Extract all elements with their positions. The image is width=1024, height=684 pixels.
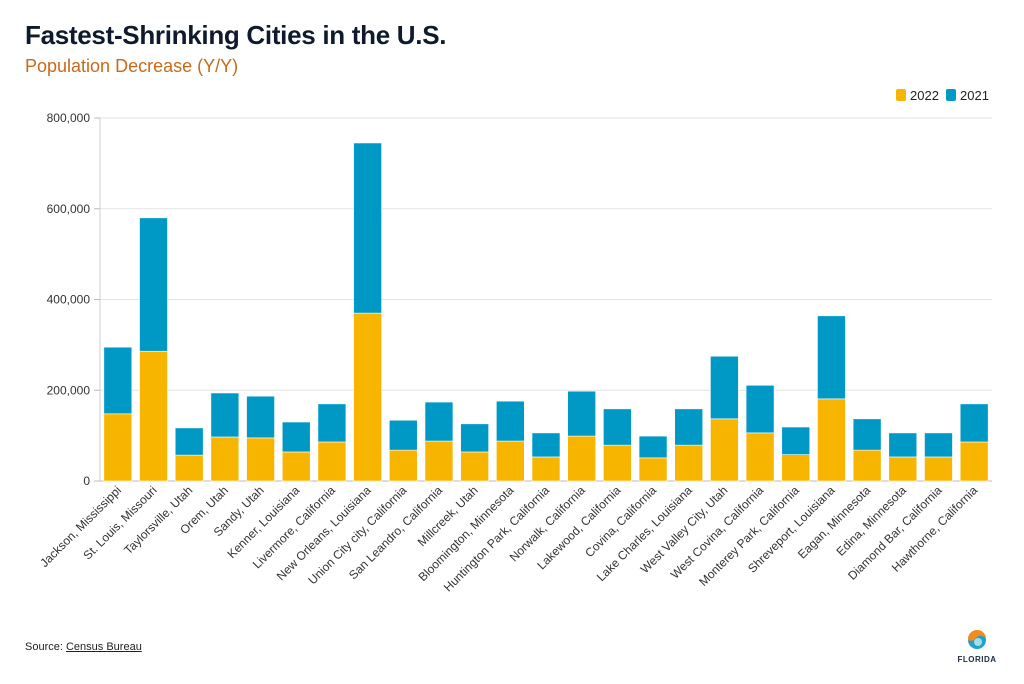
bar-2022-16 (674, 444, 704, 482)
bar-2021-5 (281, 421, 311, 453)
bar-2022-13 (567, 435, 596, 482)
bar-2021-4 (246, 395, 275, 439)
bar-2022-8 (388, 449, 418, 482)
legend-swatch-2022 (896, 89, 906, 101)
bar-2022-11 (496, 440, 525, 482)
bar-2022-10 (460, 451, 489, 482)
bar-2022-7 (353, 312, 382, 482)
bar-2022-24 (959, 441, 989, 482)
chart-subtitle: Population Decrease (Y/Y) (25, 56, 239, 76)
bar-2022-3 (210, 436, 240, 482)
legend-label-2022: 2022 (910, 88, 939, 103)
bar-2021-14 (603, 408, 632, 446)
y-tick-label: 800,000 (47, 111, 91, 125)
bar-2022-23 (924, 456, 953, 482)
y-tick-label: 600,000 (47, 202, 91, 216)
bar-2021-16 (674, 408, 704, 446)
bar-2021-2 (174, 427, 204, 456)
bar-2021-19 (781, 426, 811, 455)
bar-2022-0 (103, 413, 133, 482)
bar-2022-19 (781, 454, 811, 482)
bar-2022-18 (745, 432, 775, 482)
bar-2021-24 (959, 403, 989, 443)
bar-2022-9 (424, 440, 454, 482)
bar-2022-14 (603, 444, 632, 482)
bar-2022-4 (246, 437, 275, 482)
bar-2021-15 (638, 435, 668, 459)
bar-2022-1 (139, 350, 168, 482)
bar-2021-8 (388, 419, 418, 451)
source-note: Source: Census Bureau (25, 641, 142, 653)
chart-title: Fastest-Shrinking Cities in the U.S. (25, 20, 447, 50)
bar-2022-12 (531, 456, 561, 482)
bar-2021-18 (745, 384, 775, 434)
bar-2022-5 (281, 451, 311, 482)
bar-2021-22 (888, 432, 918, 458)
bar-2022-6 (317, 441, 347, 482)
bar-2022-20 (817, 398, 846, 482)
bar-2021-17 (710, 355, 739, 420)
bar-2021-21 (852, 418, 882, 451)
bar-2021-0 (103, 346, 133, 415)
source-label: Source: (25, 641, 63, 653)
bar-2021-6 (317, 403, 347, 443)
bar-2021-23 (924, 432, 953, 458)
bar-2021-11 (496, 400, 525, 442)
bar-2021-9 (424, 401, 454, 442)
bar-2022-22 (888, 456, 918, 482)
logo: FLORIDA (955, 629, 999, 664)
bar-2021-20 (817, 315, 846, 400)
logo-wave-icon (967, 629, 986, 649)
bar-2021-10 (460, 423, 489, 453)
bar-2021-3 (210, 392, 240, 438)
legend-label-2021: 2021 (960, 88, 989, 103)
bar-2022-17 (710, 418, 739, 482)
y-tick-label: 200,000 (47, 383, 91, 397)
bar-2021-1 (139, 217, 168, 352)
bar-2021-12 (531, 432, 561, 458)
y-tick-label: 0 (83, 474, 90, 488)
bar-2021-13 (567, 390, 596, 437)
bar-2022-2 (174, 454, 204, 482)
source-link[interactable]: Census Bureau (65, 641, 142, 653)
bar-2022-21 (852, 449, 882, 482)
y-tick-label: 400,000 (47, 293, 91, 307)
bar-2021-7 (353, 142, 382, 314)
logo-text: FLORIDA (957, 655, 997, 664)
bar-2022-15 (638, 457, 668, 482)
legend-swatch-2021 (946, 89, 956, 101)
